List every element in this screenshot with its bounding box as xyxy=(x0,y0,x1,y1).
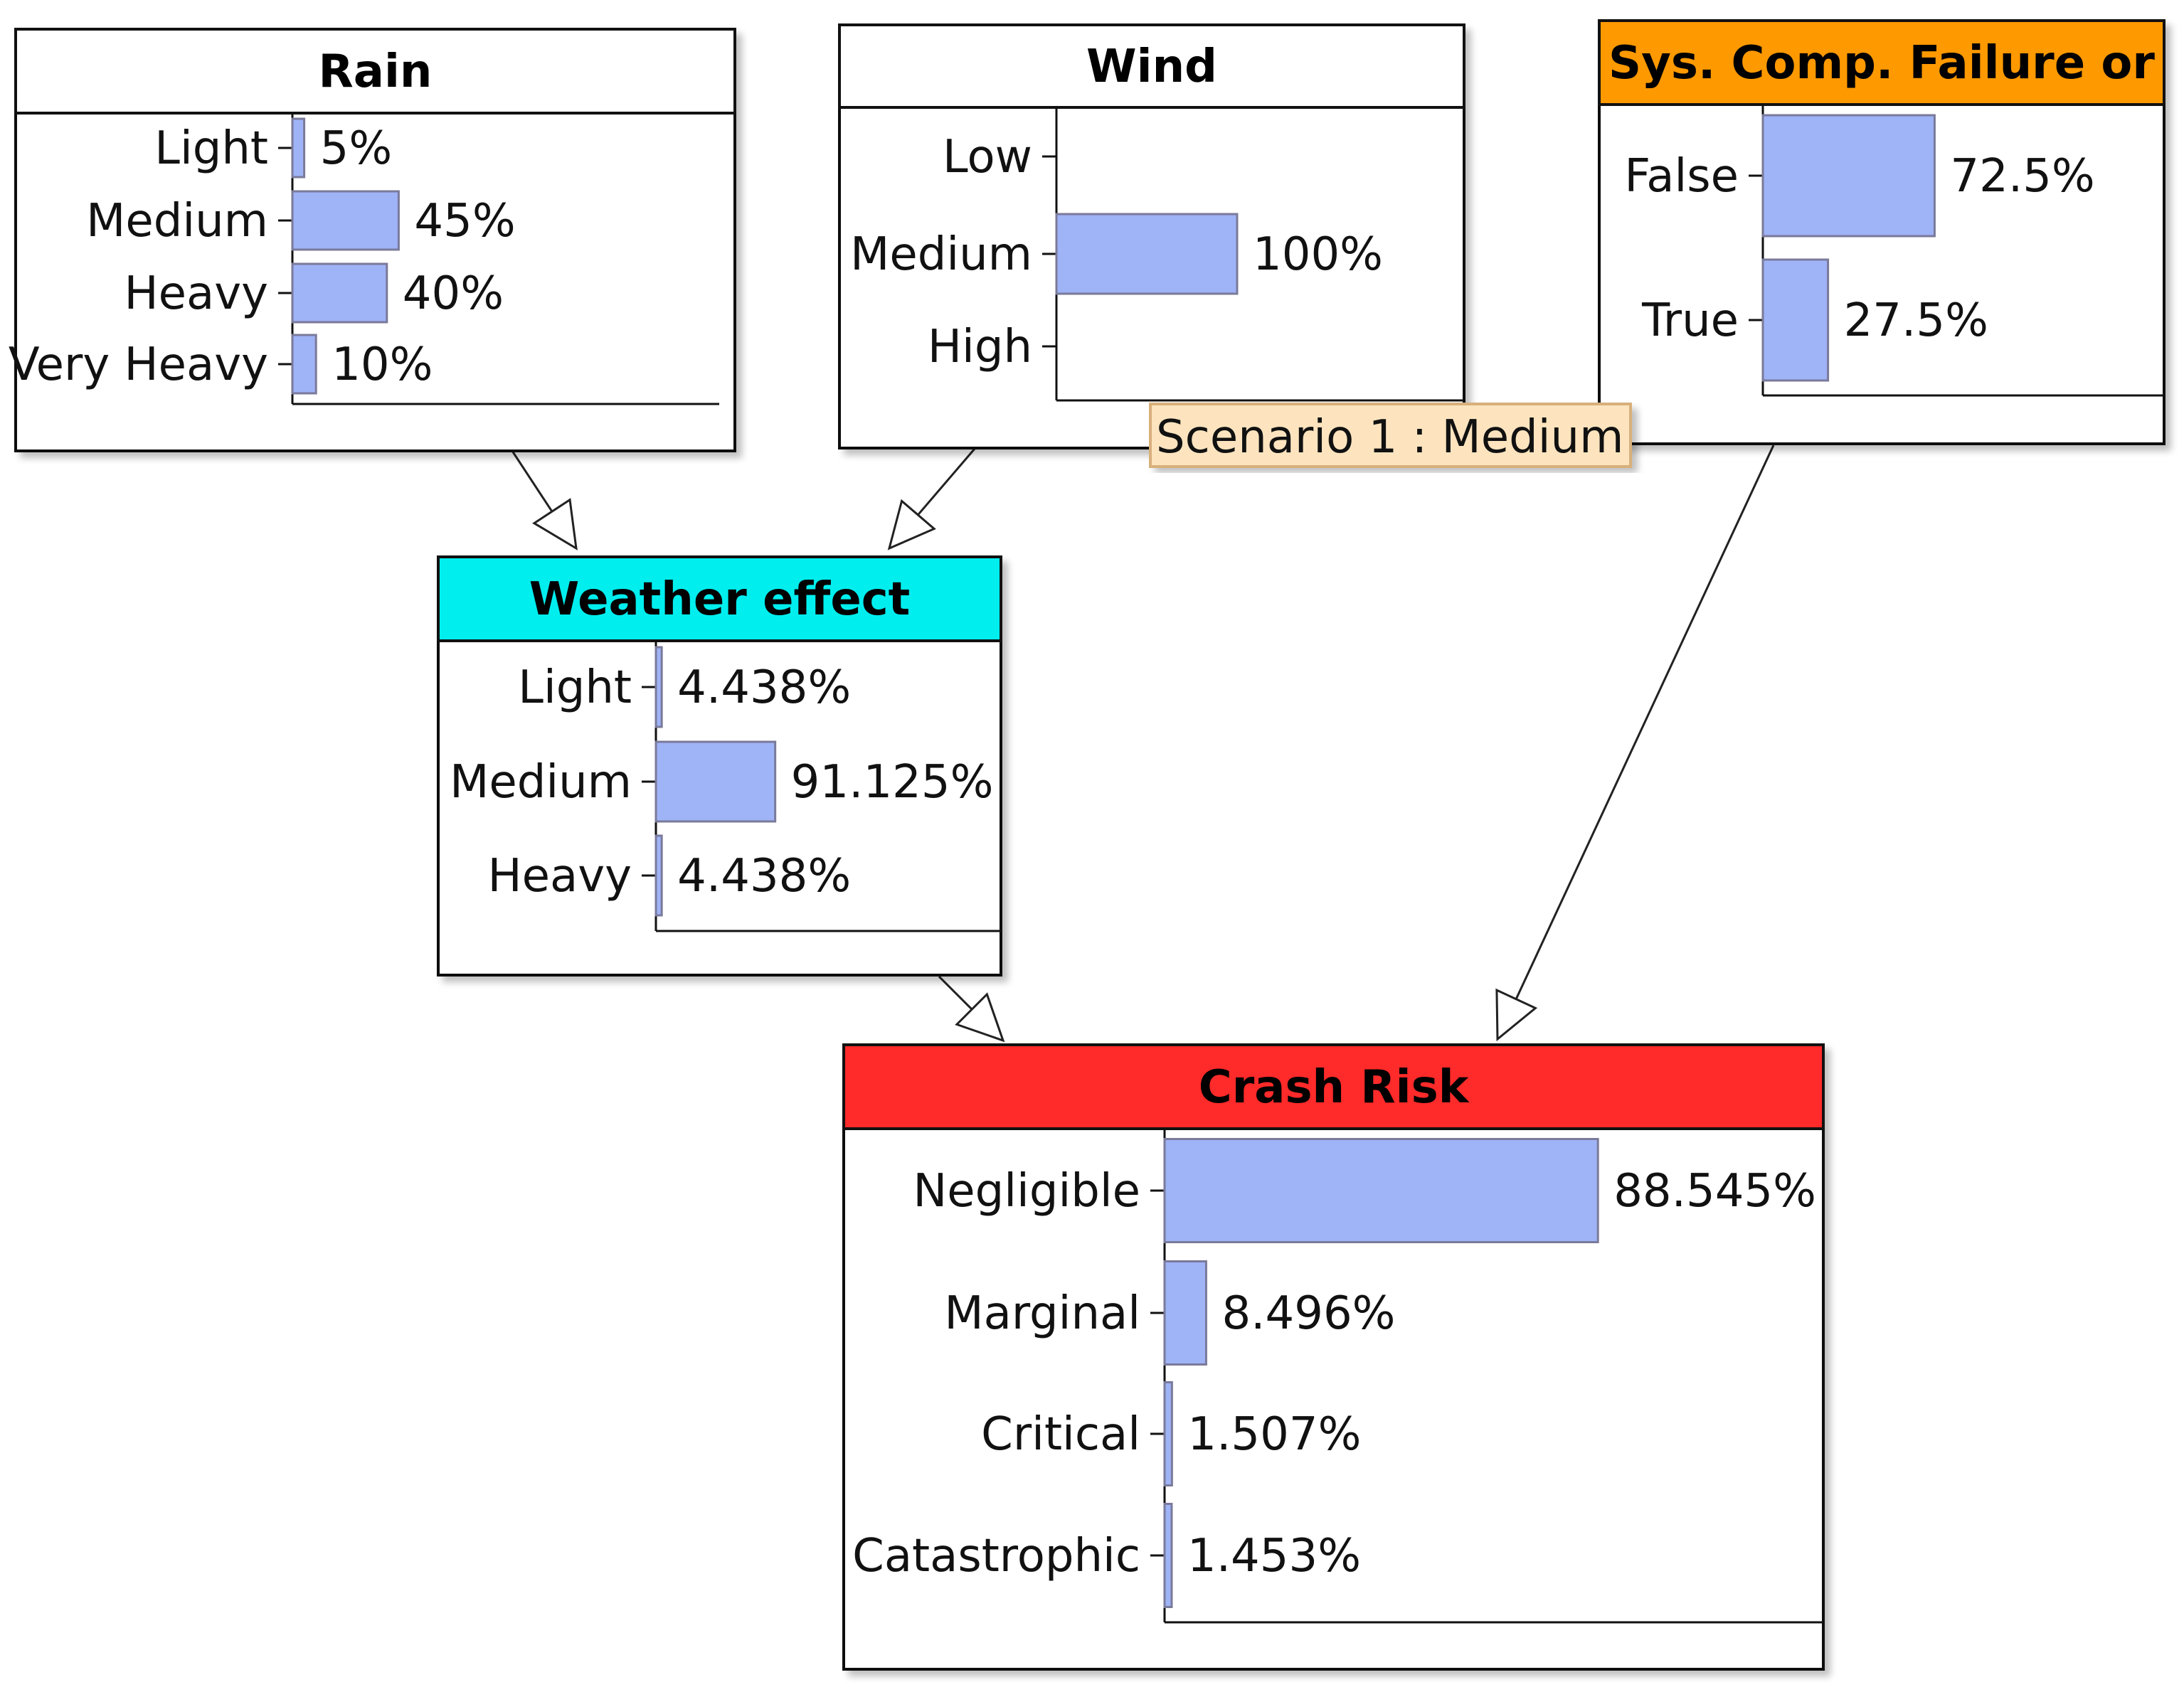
node-title: Rain xyxy=(319,46,433,98)
state-label: Light xyxy=(518,661,632,714)
node-crash[interactable]: Crash Risk Negligible 88.545% Marginal 8.496… xyxy=(842,1043,1825,1671)
state-value: 72.5% xyxy=(1950,150,2094,203)
state-bar xyxy=(1163,1260,1207,1366)
node-rain[interactable]: Rain Light 5% Medium 45% Heavy 40% Very Heavy 10… xyxy=(9,28,736,452)
node-title: Sys. Comp. Failure or xyxy=(1608,37,2155,90)
state-value: 10% xyxy=(332,339,433,391)
edge-arrowhead xyxy=(955,992,1005,1043)
state-value: 1.507% xyxy=(1187,1408,1361,1461)
state-value: 100% xyxy=(1253,228,1383,281)
state-row-true[interactable]: True 27.5% xyxy=(1641,258,1988,382)
state-row-low[interactable]: Low xyxy=(943,131,1056,183)
state-bar xyxy=(1163,1503,1173,1608)
state-bar xyxy=(654,740,777,823)
state-row-very-heavy[interactable]: Very Heavy 10% xyxy=(9,334,433,395)
scenario-tooltip: Scenario 1 : Medium xyxy=(1149,403,1632,468)
state-value: 1.453% xyxy=(1187,1530,1361,1582)
node-title: Wind xyxy=(1086,41,1217,93)
state-bar xyxy=(654,834,663,917)
state-bar xyxy=(1163,1138,1599,1243)
state-value: 40% xyxy=(403,267,504,320)
edge-line xyxy=(511,450,553,513)
state-row-critical[interactable]: Critical 1.507% xyxy=(981,1381,1361,1486)
state-label: False xyxy=(1624,150,1739,203)
edge-weather-to-crash xyxy=(938,975,1005,1043)
edge-rain-to-weather xyxy=(511,450,578,550)
state-label: Heavy xyxy=(124,267,268,320)
edge-sys-to-crash xyxy=(1495,445,1775,1042)
edge-line xyxy=(1515,445,1775,1000)
node-title: Weather effect xyxy=(529,573,911,626)
state-label: Light xyxy=(154,122,268,175)
state-row-marginal[interactable]: Marginal 8.496% xyxy=(944,1260,1395,1366)
scenario-tooltip-label: Scenario 1 : Medium xyxy=(1156,411,1623,464)
state-label: Heavy xyxy=(488,850,632,903)
edge-arrowhead xyxy=(1495,988,1538,1042)
state-row-negligible[interactable]: Negligible 88.545% xyxy=(913,1138,1816,1243)
node-header xyxy=(1598,19,2166,106)
node-title: Crash Risk xyxy=(1199,1061,1470,1114)
edge-line xyxy=(917,448,976,516)
state-bar xyxy=(1055,213,1239,295)
node-header xyxy=(437,555,1002,642)
state-label: Medium xyxy=(86,195,268,248)
state-bar xyxy=(1163,1381,1173,1486)
state-label: Low xyxy=(943,131,1032,183)
state-value: 8.496% xyxy=(1221,1287,1395,1340)
state-label: True xyxy=(1641,294,1739,347)
state-value: 45% xyxy=(414,195,515,248)
state-bar xyxy=(291,334,317,395)
node-wind[interactable]: Wind Low Medium 100% High xyxy=(838,23,1465,449)
state-label: Critical xyxy=(981,1408,1140,1461)
state-row-high[interactable]: High xyxy=(928,321,1056,373)
edge-line xyxy=(938,975,973,1011)
state-value: 5% xyxy=(320,122,393,175)
state-label: Marginal xyxy=(944,1287,1140,1340)
state-value: 4.438% xyxy=(677,850,851,903)
state-bar xyxy=(291,262,388,324)
node-header xyxy=(838,23,1465,109)
state-row-medium[interactable]: Medium 91.125% xyxy=(450,740,994,823)
state-row-light[interactable]: Light 5% xyxy=(154,117,393,179)
edge-wind-to-weather xyxy=(887,448,976,550)
state-label: High xyxy=(928,321,1032,373)
edges-layer xyxy=(511,445,1775,1043)
state-label: Catastrophic xyxy=(852,1530,1140,1582)
node-header xyxy=(842,1043,1825,1130)
state-label: Medium xyxy=(450,756,632,809)
state-bar xyxy=(291,190,400,251)
state-label: Medium xyxy=(850,228,1032,281)
scenario-tooltip-box xyxy=(1149,403,1632,468)
state-value: 27.5% xyxy=(1844,294,1988,347)
state-bar xyxy=(1761,114,1936,238)
state-row-medium[interactable]: Medium 45% xyxy=(86,190,516,251)
node-sys[interactable]: Sys. Comp. Failure or False 72.5% True 27.5% xyxy=(1598,19,2166,445)
node-weather[interactable]: Weather effect Light 4.438% Medium 91.125% He… xyxy=(437,555,1002,977)
state-row-medium[interactable]: Medium 100% xyxy=(850,213,1383,295)
state-value: 91.125% xyxy=(791,756,994,809)
state-label: Negligible xyxy=(913,1165,1140,1218)
state-row-heavy[interactable]: Heavy 40% xyxy=(124,262,504,324)
edge-arrowhead xyxy=(532,498,578,550)
state-label: Very Heavy xyxy=(9,339,268,391)
state-row-heavy[interactable]: Heavy 4.438% xyxy=(488,834,852,917)
state-bar xyxy=(291,117,306,179)
state-row-false[interactable]: False 72.5% xyxy=(1624,114,2095,238)
state-row-catastrophic[interactable]: Catastrophic 1.453% xyxy=(852,1503,1361,1608)
state-value: 4.438% xyxy=(677,661,851,714)
state-bar xyxy=(1761,258,1830,382)
state-row-light[interactable]: Light 4.438% xyxy=(518,646,851,728)
nodes-layer: Rain Light 5% Medium 45% Heavy 40% Very Heavy 10… xyxy=(9,19,2166,1671)
edge-arrowhead xyxy=(887,499,936,550)
state-bar xyxy=(654,646,663,728)
state-value: 88.545% xyxy=(1613,1165,1816,1218)
node-header xyxy=(14,28,736,115)
